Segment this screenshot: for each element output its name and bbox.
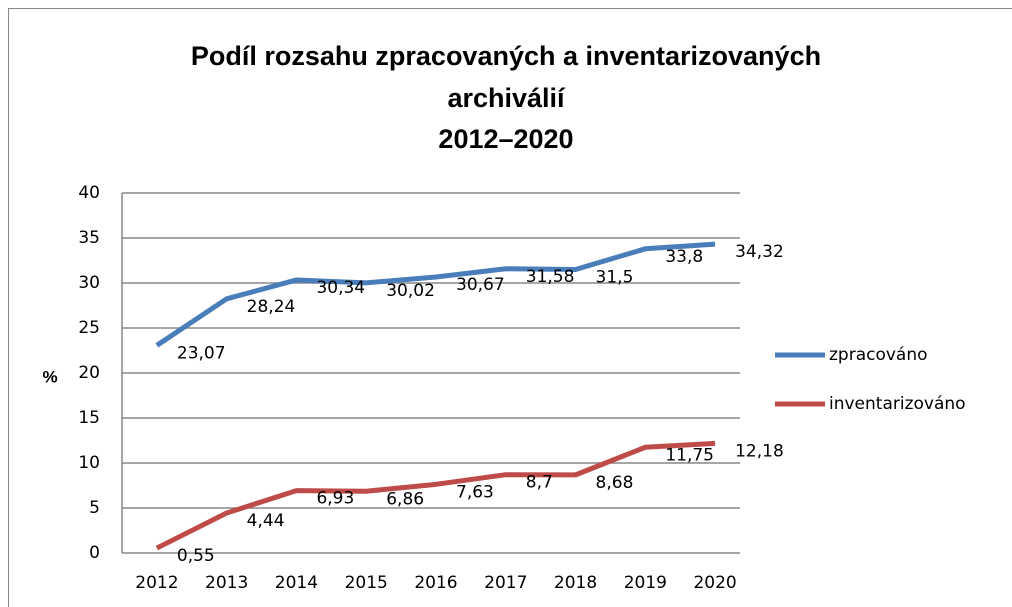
y-tick-label: 5 — [89, 498, 100, 518]
y-axis-label: % — [42, 367, 57, 386]
chart-title: Podíl rozsahu zpracovaných a inventarizo… — [191, 41, 821, 71]
legend-label: zpracováno — [829, 345, 928, 365]
x-tick-label: 2015 — [345, 573, 388, 593]
data-label: 6,86 — [386, 489, 424, 509]
x-tick-label: 2017 — [484, 573, 527, 593]
data-label: 7,63 — [456, 482, 494, 502]
data-label: 8,7 — [526, 473, 553, 493]
y-tick-label: 30 — [78, 273, 100, 293]
y-tick-label: 20 — [78, 363, 100, 383]
x-tick-label: 2014 — [275, 573, 318, 593]
series-line — [155, 241, 716, 348]
x-tick-label: 2020 — [693, 573, 736, 593]
data-label: 23,07 — [177, 343, 226, 363]
data-label: 28,24 — [247, 297, 296, 317]
data-label: 30,34 — [316, 278, 365, 298]
data-label: 30,02 — [386, 281, 435, 301]
data-label: 31,5 — [596, 268, 634, 288]
y-tick-label: 25 — [78, 318, 100, 338]
y-tick-label: 15 — [78, 408, 100, 428]
y-tick-label: 40 — [78, 183, 100, 203]
data-label: 33,8 — [665, 247, 703, 267]
chart-title: 2012–2020 — [438, 124, 573, 154]
x-tick-label: 2016 — [414, 573, 457, 593]
x-tick-label: 2013 — [205, 573, 248, 593]
chart-title: archiválií — [447, 83, 566, 113]
data-label: 6,93 — [316, 489, 354, 509]
data-label: 4,44 — [247, 511, 285, 531]
series-line — [155, 440, 716, 551]
data-label: 34,32 — [735, 242, 784, 262]
data-label: 8,68 — [596, 473, 634, 493]
data-label: 12,18 — [735, 441, 784, 461]
x-tick-label: 2019 — [624, 573, 667, 593]
data-label: 11,75 — [665, 445, 714, 465]
data-label: 0,55 — [177, 546, 215, 566]
data-label: 30,67 — [456, 275, 505, 295]
x-tick-label: 2012 — [135, 573, 178, 593]
legend-label: inventarizováno — [829, 394, 966, 414]
data-label: 31,58 — [526, 267, 575, 287]
y-tick-label: 35 — [78, 228, 100, 248]
x-tick-label: 2018 — [554, 573, 597, 593]
y-tick-label: 10 — [78, 453, 100, 473]
chart-frame — [8, 8, 1012, 607]
y-tick-label: 0 — [89, 543, 100, 563]
